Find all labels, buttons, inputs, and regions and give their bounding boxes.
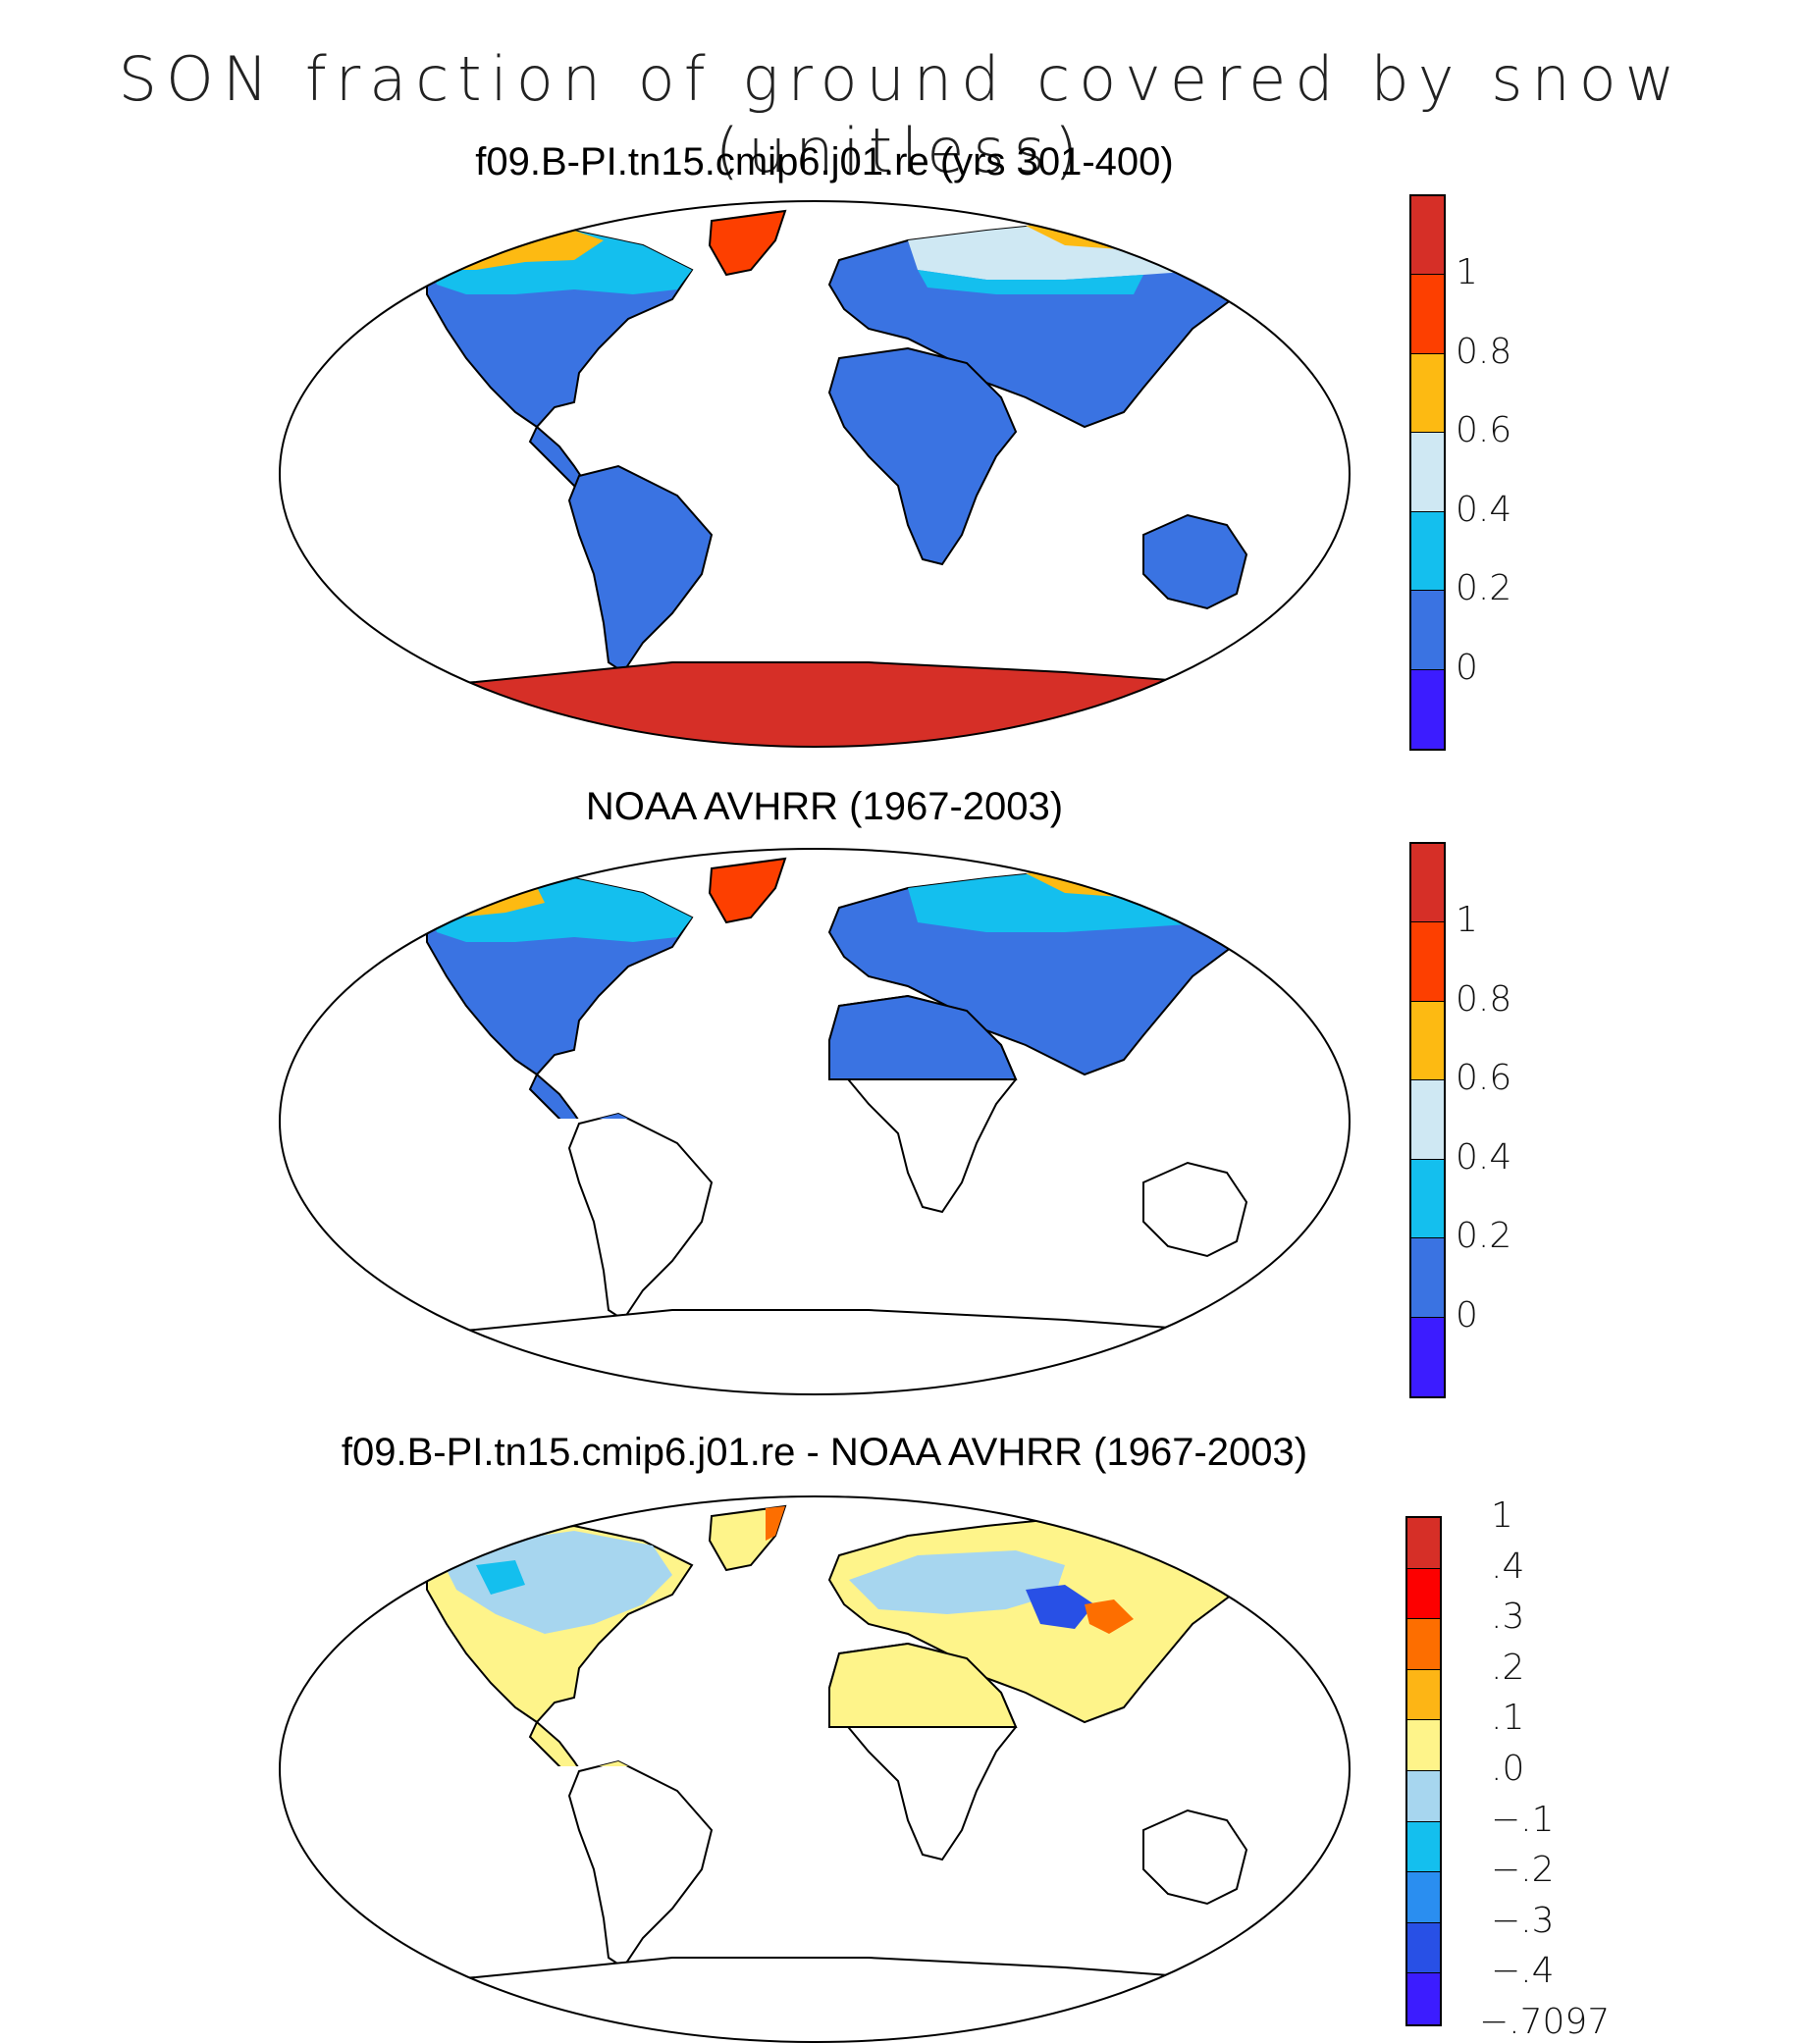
colorbar-3-segment [1407, 1720, 1440, 1771]
colorbar-3-tick-label: −.4 [1491, 1951, 1555, 1992]
antarctica [338, 661, 1293, 747]
colorbar-3-tick-label: .2 [1491, 1647, 1525, 1688]
colorbar-1 [1409, 194, 1446, 751]
colorbar-1-segment [1411, 591, 1444, 670]
colorbar-2-tick-label: 0.2 [1456, 1216, 1512, 1257]
colorbar-1-tick-label: 0.6 [1456, 410, 1512, 451]
colorbar-3-tick-label: 1 [1491, 1495, 1513, 1536]
figure-title: SON fraction of ground covered by snow (… [118, 43, 1684, 186]
colorbar-3-segment [1407, 1821, 1440, 1873]
colorbar-2-segment [1411, 844, 1444, 923]
colorbar-3-segment [1407, 1922, 1440, 1974]
colorbar-2-segment [1411, 1080, 1444, 1160]
colorbar-1-tick-label: 1 [1456, 252, 1478, 293]
colorbar-2-segment [1411, 1159, 1444, 1239]
colorbar-1-tick-label: 0.4 [1456, 489, 1512, 530]
africa [827, 346, 1018, 566]
colorbar-3 [1405, 1516, 1442, 2026]
colorbar-1-tick-label: 0.8 [1456, 331, 1512, 372]
colorbar-2-segment [1411, 922, 1444, 1002]
colorbar-3-tick-label: −.1 [1491, 1799, 1555, 1840]
colorbar-2-tick-label: 0.8 [1456, 978, 1512, 1020]
colorbar-3-segment [1407, 1669, 1440, 1721]
colorbar-2 [1409, 842, 1446, 1398]
colorbar-3-segment [1407, 1568, 1440, 1620]
colorbar-2-segment [1411, 1001, 1444, 1081]
map-panel-3 [279, 1495, 1351, 2043]
map-panel-2 [279, 848, 1351, 1395]
colorbar-2-tick-label: 0.6 [1456, 1058, 1512, 1099]
colorbar-2-tick-label: 1 [1456, 900, 1478, 941]
colorbar-2-segment [1411, 1317, 1444, 1396]
panel-3-title: f09.B-PI.tn15.cmip6.j01.re - NOAA AVHRR … [341, 1431, 1308, 1474]
australia [1142, 513, 1248, 610]
colorbar-1-segment [1411, 511, 1444, 592]
colorbar-1-segment [1411, 669, 1444, 749]
colorbar-3-tick-label: −.2 [1491, 1850, 1555, 1891]
colorbar-3-segment [1407, 1770, 1440, 1822]
colorbar-3-tick-label: .3 [1491, 1597, 1525, 1638]
colorbar-3-segment [1407, 1872, 1440, 1923]
colorbar-1-tick-label: 0.2 [1456, 568, 1512, 609]
greenland [708, 209, 787, 277]
colorbar-3-segment [1407, 1973, 1440, 2024]
colorbar-3-segment [1407, 1518, 1440, 1569]
panel-2-title: NOAA AVHRR (1967-2003) [585, 785, 1064, 828]
panel-1-title: f09.B-PI.tn15.cmip6.j01.re (yrs 301-400) [475, 140, 1174, 183]
map-panel-1 [279, 200, 1351, 748]
colorbar-3-tick-label: .1 [1491, 1698, 1525, 1739]
colorbar-1-segment [1411, 353, 1444, 434]
colorbar-2-tick-label: 0 [1456, 1294, 1478, 1336]
colorbar-1-segment [1411, 196, 1444, 276]
colorbar-1-segment [1411, 433, 1444, 512]
colorbar-3-tick-label: −.7097 [1479, 2002, 1611, 2042]
colorbar-2-segment [1411, 1238, 1444, 1318]
colorbar-1-segment [1411, 275, 1444, 354]
colorbar-3-tick-label: .0 [1491, 1749, 1525, 1789]
colorbar-2-tick-label: 0.4 [1456, 1136, 1512, 1178]
colorbar-3-tick-label: .4 [1491, 1546, 1525, 1587]
colorbar-3-tick-label: −.3 [1491, 1900, 1555, 1941]
colorbar-1-tick-label: 0 [1456, 647, 1478, 688]
south-america [567, 464, 714, 674]
colorbar-3-segment [1407, 1619, 1440, 1670]
